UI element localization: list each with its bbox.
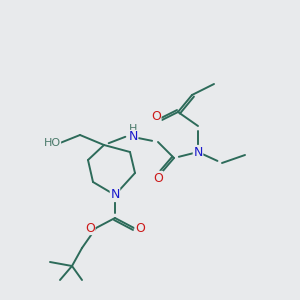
Text: N: N	[193, 146, 203, 158]
Text: N: N	[110, 188, 120, 202]
Text: O: O	[135, 221, 145, 235]
Text: O: O	[85, 221, 95, 235]
Text: O: O	[153, 172, 163, 184]
Text: HO: HO	[44, 138, 61, 148]
Text: O: O	[151, 110, 161, 122]
Text: H: H	[129, 124, 137, 134]
Text: N: N	[128, 130, 138, 143]
